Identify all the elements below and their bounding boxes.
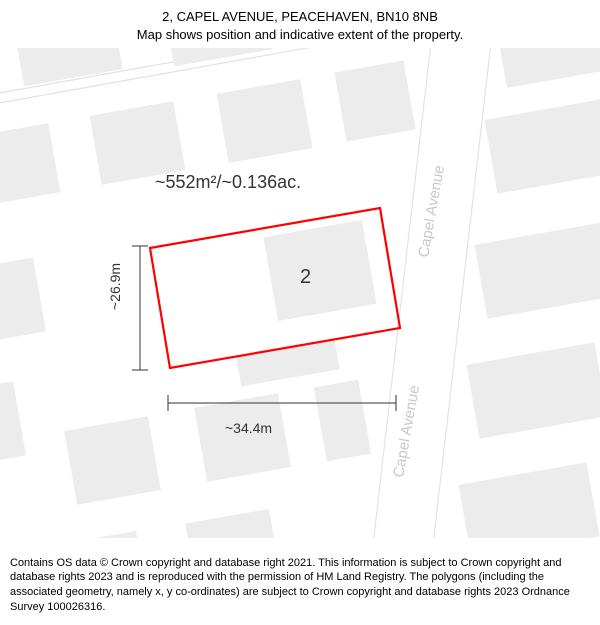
header: 2, CAPEL AVENUE, PEACEHAVEN, BN10 8NB Ma… [0, 0, 600, 48]
area-label: ~552m²/~0.136ac. [155, 172, 301, 192]
house-number-label: 2 [300, 266, 311, 288]
map-canvas: ~552m²/~0.136ac.~26.9m~34.4m2Capel Avenu… [0, 48, 600, 538]
copyright-footer: Contains OS data © Crown copyright and d… [0, 550, 600, 625]
page-subtitle: Map shows position and indicative extent… [10, 26, 590, 44]
width-label: ~34.4m [225, 420, 272, 436]
page-title: 2, CAPEL AVENUE, PEACEHAVEN, BN10 8NB [10, 8, 590, 26]
map-svg: ~552m²/~0.136ac.~26.9m~34.4m2Capel Avenu… [0, 48, 600, 538]
height-label: ~26.9m [107, 263, 123, 310]
